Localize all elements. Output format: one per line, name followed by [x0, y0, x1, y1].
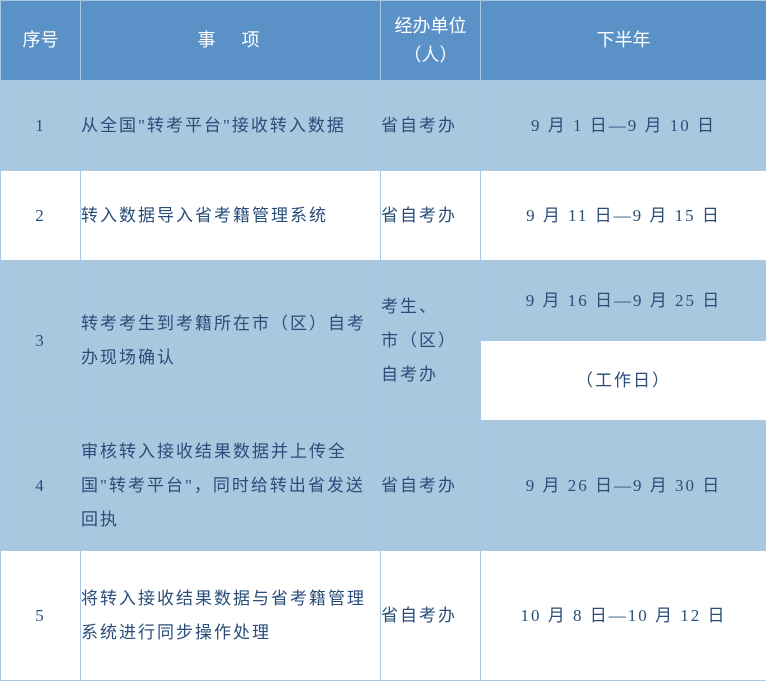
header-item: 事 项: [81, 1, 381, 81]
table-row: 3 转考考生到考籍所在市（区）自考办现场确认 考生、 市（区） 自考办 9 月 …: [1, 261, 766, 341]
cell-period: 9 月 1 日—9 月 10 日: [481, 81, 766, 171]
cell-unit: 省自考办: [381, 551, 481, 681]
cell-period: 9 月 11 日—9 月 15 日: [481, 171, 766, 261]
cell-period: （工作日）: [481, 341, 766, 421]
header-item-label: 事 项: [198, 30, 264, 50]
cell-item: 从全国"转考平台"接收转入数据: [81, 81, 381, 171]
table-row: 4 审核转入接收结果数据并上传全国"转考平台"，同时给转出省发送回执 省自考办 …: [1, 421, 766, 551]
cell-unit: 省自考办: [381, 171, 481, 261]
cell-period: 9 月 26 日—9 月 30 日: [481, 421, 766, 551]
cell-seq: 3: [1, 261, 81, 421]
cell-item: 转入数据导入省考籍管理系统: [81, 171, 381, 261]
schedule-table: 序号 事 项 经办单位 （人） 下半年 1 从全国"转考平台"接收转入数据 省自…: [0, 0, 766, 681]
cell-seq: 5: [1, 551, 81, 681]
cell-seq: 1: [1, 81, 81, 171]
cell-unit: 省自考办: [381, 421, 481, 551]
table-header-row: 序号 事 项 经办单位 （人） 下半年: [1, 1, 766, 81]
header-unit-line1: 经办单位: [395, 16, 467, 36]
cell-seq: 4: [1, 421, 81, 551]
cell-period: 10 月 8 日—10 月 12 日: [481, 551, 766, 681]
cell-item: 将转入接收结果数据与省考籍管理系统进行同步操作处理: [81, 551, 381, 681]
cell-period: 9 月 16 日—9 月 25 日: [481, 261, 766, 341]
header-unit-line2: （人）: [404, 45, 458, 65]
cell-item: 审核转入接收结果数据并上传全国"转考平台"，同时给转出省发送回执: [81, 421, 381, 551]
header-unit: 经办单位 （人）: [381, 1, 481, 81]
unit-line: 自考办: [381, 365, 438, 384]
cell-item: 转考考生到考籍所在市（区）自考办现场确认: [81, 261, 381, 421]
table-row: 2 转入数据导入省考籍管理系统 省自考办 9 月 11 日—9 月 15 日: [1, 171, 766, 261]
header-seq: 序号: [1, 1, 81, 81]
table-row: 5 将转入接收结果数据与省考籍管理系统进行同步操作处理 省自考办 10 月 8 …: [1, 551, 766, 681]
header-seq-label: 序号: [23, 30, 59, 50]
header-period: 下半年: [481, 1, 766, 81]
cell-unit: 省自考办: [381, 81, 481, 171]
header-period-label: 下半年: [597, 30, 651, 50]
table-row: 1 从全国"转考平台"接收转入数据 省自考办 9 月 1 日—9 月 10 日: [1, 81, 766, 171]
cell-unit: 考生、 市（区） 自考办: [381, 261, 481, 421]
unit-line: 考生、: [381, 297, 438, 316]
unit-line: 市（区）: [381, 331, 457, 350]
cell-seq: 2: [1, 171, 81, 261]
